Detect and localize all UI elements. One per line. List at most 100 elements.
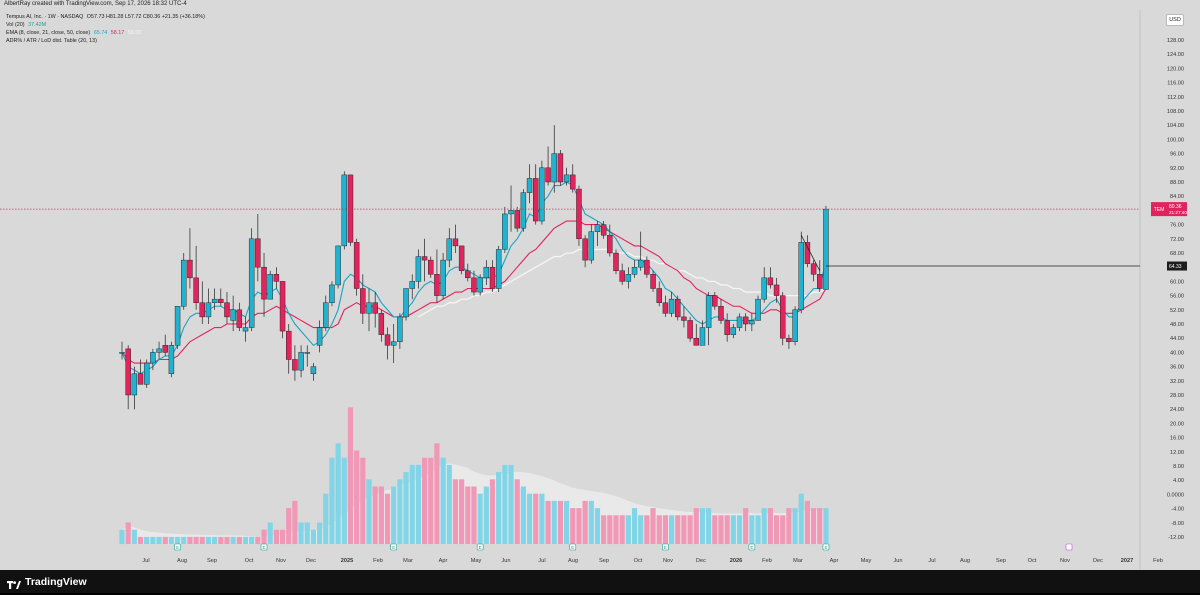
candle-body bbox=[761, 277, 767, 300]
price-tick-label: 28.00 bbox=[1170, 393, 1184, 399]
price-tick-label: 48.00 bbox=[1170, 322, 1184, 328]
earnings-marker-label: E bbox=[263, 545, 266, 550]
currency-button[interactable]: USD bbox=[1166, 14, 1184, 26]
candle-body bbox=[292, 359, 298, 371]
volume-bar bbox=[699, 508, 706, 545]
volume-bar bbox=[755, 515, 761, 545]
volume-bar bbox=[273, 529, 279, 545]
earnings-marker-label: E bbox=[824, 545, 827, 550]
candle-body bbox=[131, 373, 138, 396]
volume-bar bbox=[792, 508, 798, 545]
volume-bar bbox=[218, 536, 224, 545]
price-chart[interactable]: 128.00 124.00 120.00 116.00 112.00 108.00 104.… bbox=[0, 0, 1200, 570]
earnings-future-marker bbox=[1065, 543, 1073, 551]
volume-bar bbox=[391, 486, 397, 545]
candle-body bbox=[298, 352, 304, 371]
candle-body bbox=[199, 302, 205, 318]
candle-body bbox=[551, 153, 557, 183]
price-tick-label: 128.00 bbox=[1167, 38, 1184, 44]
volume-bar bbox=[804, 500, 811, 545]
time-tick-label: Mar bbox=[793, 558, 803, 564]
time-tick-label: Aug bbox=[177, 558, 187, 564]
ema50-line bbox=[418, 248, 827, 318]
candle-body bbox=[532, 178, 539, 222]
volume-bar bbox=[378, 486, 384, 545]
legend-table-label[interactable]: ADR% / ATR / LoD dist. Table (20, 13) bbox=[6, 38, 97, 44]
time-tick-label: Aug bbox=[568, 558, 578, 564]
volume-bar bbox=[212, 536, 218, 545]
candle-body bbox=[637, 259, 644, 268]
volume-bar bbox=[193, 536, 199, 545]
legend-volume-row: Vol (20) 37.42M bbox=[6, 21, 205, 29]
countdown-text: 21:27:40 bbox=[1169, 210, 1187, 215]
credit-text: AlbertRay created with TradingView.com, … bbox=[4, 1, 187, 7]
last-price-symbol-text: TEM bbox=[1154, 207, 1165, 213]
volume-bar bbox=[187, 536, 193, 545]
time-tick-label: Sep bbox=[207, 558, 217, 564]
hline-price-tag bbox=[1167, 261, 1187, 271]
volume-bar bbox=[354, 450, 360, 545]
candle-body bbox=[415, 256, 422, 282]
price-tick-label: 116.00 bbox=[1167, 81, 1184, 87]
candle-body bbox=[347, 174, 354, 243]
candle-body bbox=[119, 352, 125, 354]
time-tick-label: Nov bbox=[276, 558, 286, 564]
candle-body bbox=[705, 295, 712, 328]
legend-ema-label[interactable]: EMA (8, close, 21, close, 50, close) bbox=[6, 30, 91, 36]
earnings-marker-label: E bbox=[664, 545, 667, 550]
hline-price-text: 64.33 bbox=[1169, 264, 1182, 270]
candle-body bbox=[181, 259, 187, 307]
price-tick-label: 40.00 bbox=[1170, 350, 1184, 356]
volume-bar bbox=[736, 515, 743, 545]
candle-body bbox=[545, 167, 551, 183]
candle-body bbox=[742, 316, 749, 325]
candle-body bbox=[514, 210, 520, 229]
tradingview-logo-text: TradingView bbox=[25, 575, 87, 588]
volume-bar bbox=[162, 536, 168, 545]
volume-bar bbox=[452, 479, 459, 545]
tradingview-mark-icon bbox=[7, 577, 21, 589]
candle-body bbox=[508, 210, 514, 215]
price-tick-label: 36.00 bbox=[1170, 365, 1184, 371]
time-tick-label: Feb bbox=[1153, 558, 1163, 564]
price-tick-label: -12.00 bbox=[1168, 535, 1184, 541]
volume-bar bbox=[650, 508, 656, 545]
legend-ohlc: O57.73 H81.28 L57.72 C80.36 +21.35 (+36.… bbox=[86, 14, 205, 20]
candle-body bbox=[792, 309, 798, 342]
price-tick-label: -4.00 bbox=[1171, 507, 1184, 513]
candle-body bbox=[631, 266, 638, 275]
candle-body bbox=[341, 174, 348, 247]
candle-body bbox=[786, 337, 792, 342]
volume-bar bbox=[533, 493, 539, 545]
candle-body bbox=[823, 208, 829, 290]
price-tick-label: 100.00 bbox=[1167, 137, 1184, 143]
price-tick-label: 108.00 bbox=[1167, 109, 1184, 115]
candle-body bbox=[230, 309, 236, 321]
time-tick-label: Oct bbox=[1028, 558, 1037, 564]
legend-ema8-value: 65.74 bbox=[93, 30, 108, 36]
price-tick-label: 20.00 bbox=[1170, 421, 1184, 427]
volume-bar bbox=[317, 522, 323, 545]
time-tick-label: Mar bbox=[403, 558, 413, 564]
time-tick-label: Jun bbox=[893, 558, 902, 564]
price-tick-label: 16.00 bbox=[1170, 436, 1184, 442]
candle-body bbox=[440, 259, 446, 296]
candle-body bbox=[236, 309, 243, 328]
candle-body bbox=[162, 345, 168, 353]
volume-bar bbox=[607, 515, 613, 545]
candle-body bbox=[316, 327, 323, 346]
header-bar: AlbertRay created with TradingView.com, … bbox=[0, 0, 1200, 10]
candle-body bbox=[730, 327, 737, 335]
legend-volume-label[interactable]: Vol (20) bbox=[6, 22, 25, 28]
volume-bar bbox=[681, 515, 687, 545]
candle-body bbox=[187, 259, 193, 279]
volume-bar bbox=[625, 515, 631, 545]
candle-body bbox=[681, 316, 687, 321]
candle-body bbox=[724, 320, 730, 335]
candle-body bbox=[483, 266, 490, 279]
volume-bar bbox=[706, 508, 712, 545]
volume-bar bbox=[631, 508, 638, 545]
legend-symbol[interactable]: Tempus AI, Inc. · 1W · NASDAQ bbox=[6, 14, 84, 20]
candle-body bbox=[675, 298, 681, 318]
price-tick-label: 8.00 bbox=[1173, 464, 1184, 470]
